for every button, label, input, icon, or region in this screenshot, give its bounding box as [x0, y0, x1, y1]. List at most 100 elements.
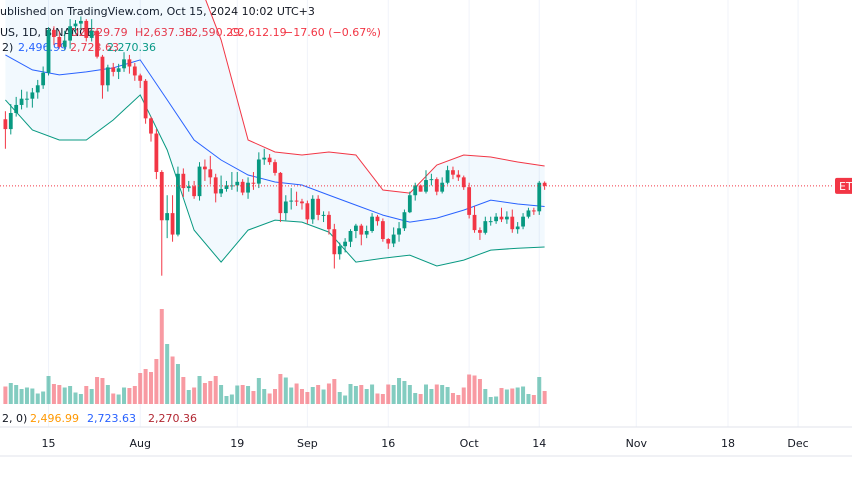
- volume-bar: [537, 377, 542, 404]
- volume-bar: [8, 383, 13, 404]
- candle-body: [478, 230, 482, 233]
- candle-body: [235, 181, 240, 186]
- candle-body: [89, 30, 94, 38]
- ohlc-label: L2,590.29: [185, 26, 240, 39]
- volume-bar: [219, 385, 224, 404]
- candle-body: [181, 173, 186, 189]
- band-lower: [5, 94, 545, 267]
- volume-bar: [175, 364, 180, 404]
- volume-bar: [321, 389, 326, 404]
- volume-bar: [337, 392, 342, 404]
- volume-bar: [170, 356, 175, 404]
- candle-body: [402, 212, 407, 229]
- volume-bar: [41, 391, 46, 404]
- bb-value: 2,270.36: [107, 41, 156, 54]
- volume-bar: [122, 387, 127, 404]
- volume-bar: [46, 376, 51, 404]
- volume-bar: [159, 309, 164, 404]
- symbol-tag-box: [835, 177, 852, 194]
- x-tick-label: 19: [230, 437, 244, 450]
- candle-body: [78, 20, 83, 24]
- candle-body: [95, 30, 99, 57]
- volume-bar: [213, 376, 218, 404]
- candle-body: [46, 29, 51, 73]
- volume-bar: [494, 396, 499, 404]
- candle-body: [186, 186, 191, 189]
- plot-area: 15 Aug 19 Sep 16 Oct 14 Nov 18 Dec ETH: [0, 0, 852, 450]
- candle-body: [240, 181, 245, 193]
- bb-params: 2): [2, 41, 13, 54]
- volume-bar: [78, 394, 83, 404]
- candle-body: [84, 20, 89, 38]
- candle-body: [456, 174, 461, 178]
- volume-bar: [240, 385, 245, 404]
- volume-bar: [397, 378, 402, 404]
- volume-bar: [515, 387, 520, 404]
- candle-body: [461, 177, 466, 188]
- candle-body: [321, 214, 326, 216]
- candle-body: [494, 216, 499, 222]
- candle-body: [467, 187, 472, 215]
- volume-bar: [521, 386, 526, 404]
- candle-body: [289, 200, 294, 202]
- candle-body: [515, 226, 520, 230]
- x-tick-label: 18: [721, 437, 735, 450]
- volume-bar: [391, 385, 396, 404]
- band-upper: [205, 0, 545, 194]
- volume-bar: [542, 391, 547, 404]
- candle-body: [407, 195, 412, 213]
- candle-body: [159, 171, 164, 221]
- band-middle: [5, 54, 545, 223]
- bb-value: 2,723.63: [70, 41, 119, 54]
- volume-bar: [353, 386, 358, 404]
- x-tick-label: Oct: [460, 437, 480, 450]
- volume-bar: [467, 374, 472, 404]
- candle-body: [100, 56, 105, 86]
- volume-bar: [73, 392, 78, 404]
- candle-body: [537, 182, 542, 212]
- volume-bar: [35, 393, 40, 404]
- volume-bar: [510, 388, 515, 404]
- volume-bar: [343, 395, 348, 404]
- x-tick-label: 14: [532, 437, 546, 450]
- candle-body: [386, 239, 391, 244]
- candle-body: [111, 67, 116, 72]
- candle-body: [359, 225, 364, 235]
- candle-body: [380, 221, 385, 240]
- candle-body: [370, 216, 374, 231]
- candle-body: [397, 228, 401, 235]
- volume-bar: [148, 372, 153, 404]
- candle-body: [122, 59, 126, 69]
- bb-value: 2,496.99: [18, 41, 67, 54]
- candle-body: [504, 216, 509, 220]
- candle-body: [68, 26, 73, 41]
- volume-bar: [440, 385, 445, 404]
- source-line: ublished on TradingView.com, Oct 15, 202…: [0, 5, 315, 18]
- volume-bar: [316, 385, 321, 404]
- volume-bar: [424, 384, 428, 404]
- candle-body: [305, 203, 310, 220]
- candle-body: [283, 201, 288, 214]
- volume-bar: [30, 388, 35, 404]
- candle-body: [526, 210, 531, 217]
- x-tick-label: 16: [381, 437, 395, 450]
- candle-body: [273, 162, 277, 173]
- candle-body: [300, 201, 304, 204]
- volume-bar: [3, 386, 8, 404]
- volume-bar: [531, 395, 536, 404]
- candle-body: [531, 210, 536, 212]
- candle-body: [25, 98, 29, 100]
- candle-body: [213, 177, 218, 194]
- x-tick-label: Sep: [297, 437, 318, 450]
- candle-body: [375, 216, 380, 222]
- volume-legend-value: 2,723.63: [87, 412, 136, 425]
- volume-bar: [105, 385, 110, 404]
- volume-bar: [418, 394, 423, 404]
- volume-bar: [434, 384, 439, 404]
- volume-bar: [483, 389, 488, 404]
- volume-bar: [407, 385, 412, 404]
- volume-bar: [208, 381, 213, 404]
- volume-bar: [310, 387, 315, 404]
- volume-bar: [143, 369, 148, 404]
